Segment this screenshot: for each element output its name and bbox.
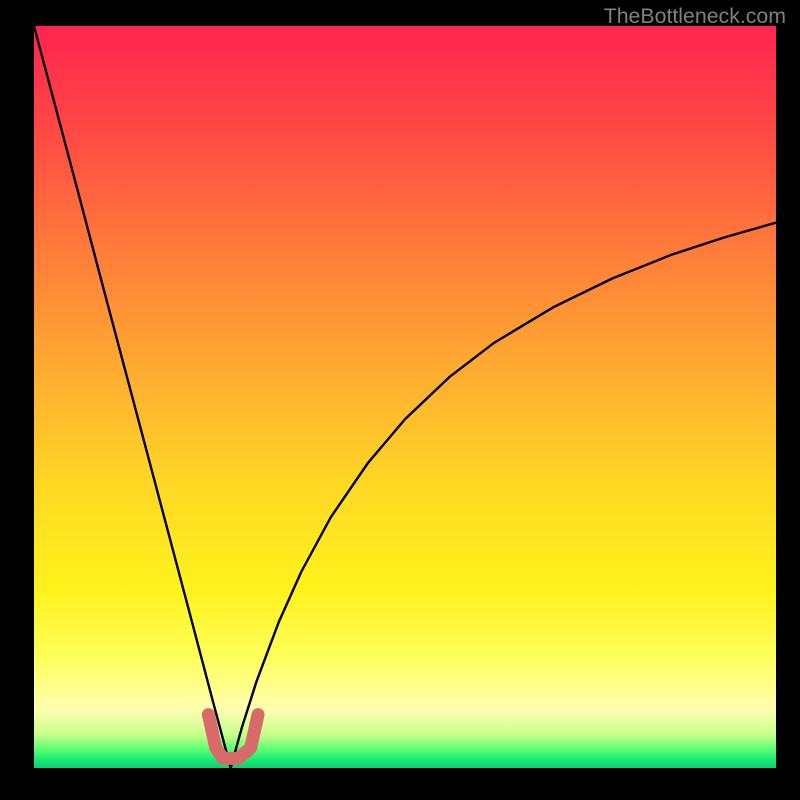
valley-marker-u	[208, 715, 258, 759]
plot-area	[34, 26, 776, 768]
curve-right-branch	[231, 223, 776, 768]
bottleneck-curve	[34, 26, 776, 768]
curve-left-branch	[34, 26, 231, 768]
watermark-text: TheBottleneck.com	[604, 4, 786, 29]
